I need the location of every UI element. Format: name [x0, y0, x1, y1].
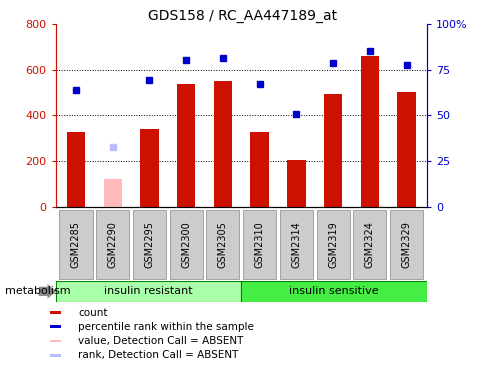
FancyBboxPatch shape: [316, 210, 349, 279]
Bar: [250, 132, 268, 207]
Bar: [50, 340, 61, 343]
Text: value, Detection Call = ABSENT: value, Detection Call = ABSENT: [78, 336, 243, 346]
Bar: [287, 160, 305, 207]
FancyBboxPatch shape: [242, 210, 275, 279]
Text: GSM2295: GSM2295: [144, 221, 154, 268]
Bar: [50, 325, 61, 328]
Text: insulin resistant: insulin resistant: [104, 286, 193, 296]
Bar: [360, 56, 378, 207]
Text: GSM2285: GSM2285: [71, 221, 81, 268]
Bar: [103, 179, 121, 207]
Text: GSM2300: GSM2300: [181, 221, 191, 268]
Text: rank, Detection Call = ABSENT: rank, Detection Call = ABSENT: [78, 350, 238, 360]
Text: GDS158 / RC_AA447189_at: GDS158 / RC_AA447189_at: [148, 9, 336, 23]
FancyBboxPatch shape: [206, 210, 239, 279]
FancyBboxPatch shape: [56, 281, 241, 302]
Bar: [50, 354, 61, 356]
FancyBboxPatch shape: [353, 210, 386, 279]
Text: GSM2290: GSM2290: [107, 221, 118, 268]
Bar: [50, 311, 61, 314]
Text: GSM2329: GSM2329: [401, 221, 411, 268]
FancyBboxPatch shape: [389, 210, 422, 279]
FancyBboxPatch shape: [133, 210, 166, 279]
Text: GSM2314: GSM2314: [291, 221, 301, 268]
Text: GSM2310: GSM2310: [254, 221, 264, 268]
Bar: [396, 92, 415, 207]
Text: metabolism: metabolism: [5, 286, 70, 296]
Bar: [177, 85, 195, 207]
Text: GSM2319: GSM2319: [328, 221, 337, 268]
FancyBboxPatch shape: [241, 281, 426, 302]
Text: GSM2305: GSM2305: [217, 221, 227, 268]
Text: insulin sensitive: insulin sensitive: [288, 286, 378, 296]
Bar: [213, 81, 232, 207]
Bar: [323, 94, 342, 207]
Bar: [140, 129, 158, 207]
FancyBboxPatch shape: [60, 210, 92, 279]
Text: GSM2324: GSM2324: [364, 221, 374, 268]
FancyBboxPatch shape: [279, 210, 312, 279]
FancyBboxPatch shape: [169, 210, 202, 279]
Text: count: count: [78, 308, 108, 318]
Bar: [67, 132, 85, 207]
FancyBboxPatch shape: [96, 210, 129, 279]
Text: percentile rank within the sample: percentile rank within the sample: [78, 322, 254, 332]
